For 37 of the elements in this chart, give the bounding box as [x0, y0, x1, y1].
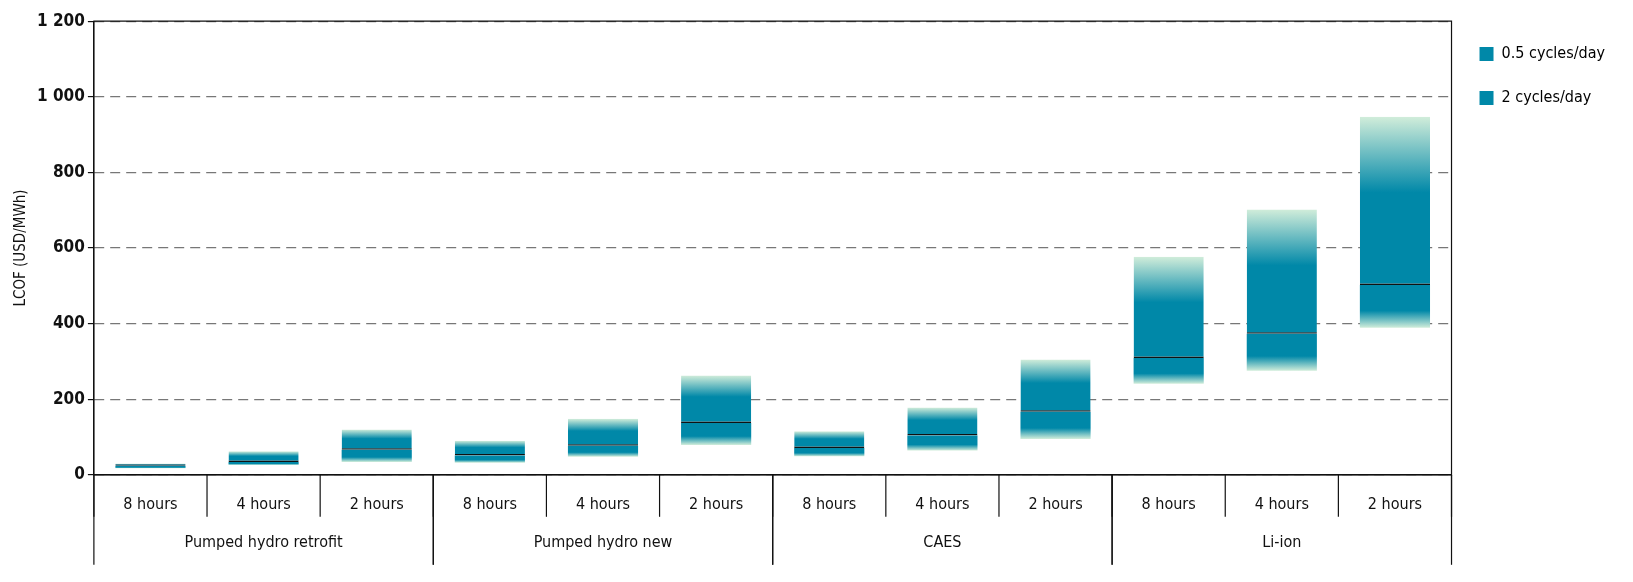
bar	[681, 423, 752, 445]
x-tick-label: 4 hours	[1254, 493, 1309, 513]
bar	[794, 447, 865, 457]
y-tick-label: 800	[52, 160, 85, 181]
x-tick-label: 8 hours	[462, 493, 517, 513]
bar	[907, 435, 978, 451]
x-tick-label: 2 hours	[1367, 493, 1423, 513]
y-tick-label: 0	[74, 463, 85, 484]
text: Pumped hydro new	[533, 531, 673, 551]
x-tick-label: 4 hours	[575, 493, 631, 513]
x-tick-label: 8 hours	[123, 493, 178, 513]
y-tick-label: 600	[52, 236, 85, 257]
bar	[1359, 285, 1431, 328]
text: Pumped hydro retrofit	[184, 531, 343, 551]
x-tick-label: 4 hours	[915, 493, 970, 513]
bar	[1246, 333, 1317, 371]
bar	[1020, 411, 1091, 439]
y-tick-label: 1 000	[37, 85, 85, 106]
bar	[1133, 358, 1204, 384]
x-tick-label: 8 hours	[802, 493, 857, 513]
x-tick-label: 2 hours	[1028, 493, 1083, 513]
y-tick-label: 1 200	[37, 9, 85, 30]
text: CAES	[923, 531, 962, 551]
x-tick-label: 4 hours	[236, 493, 291, 513]
bar	[454, 455, 525, 463]
text: Li-ion	[1262, 531, 1302, 551]
y-axis-title: LCOF (USD/MWh)	[10, 189, 29, 307]
y-tick-label: 400	[52, 312, 85, 333]
bar	[567, 445, 639, 457]
legend-label: 0.5 cycles/day	[1501, 43, 1606, 63]
bar	[228, 461, 299, 465]
bar	[341, 449, 412, 462]
x-tick-label: 2 hours	[689, 493, 744, 513]
x-tick-label: 8 hours	[1141, 493, 1196, 513]
x-tick-label: 2 hours	[349, 493, 404, 513]
y-tick-label: 200	[52, 387, 85, 408]
legend-label: 2 cycles/day	[1501, 87, 1592, 107]
